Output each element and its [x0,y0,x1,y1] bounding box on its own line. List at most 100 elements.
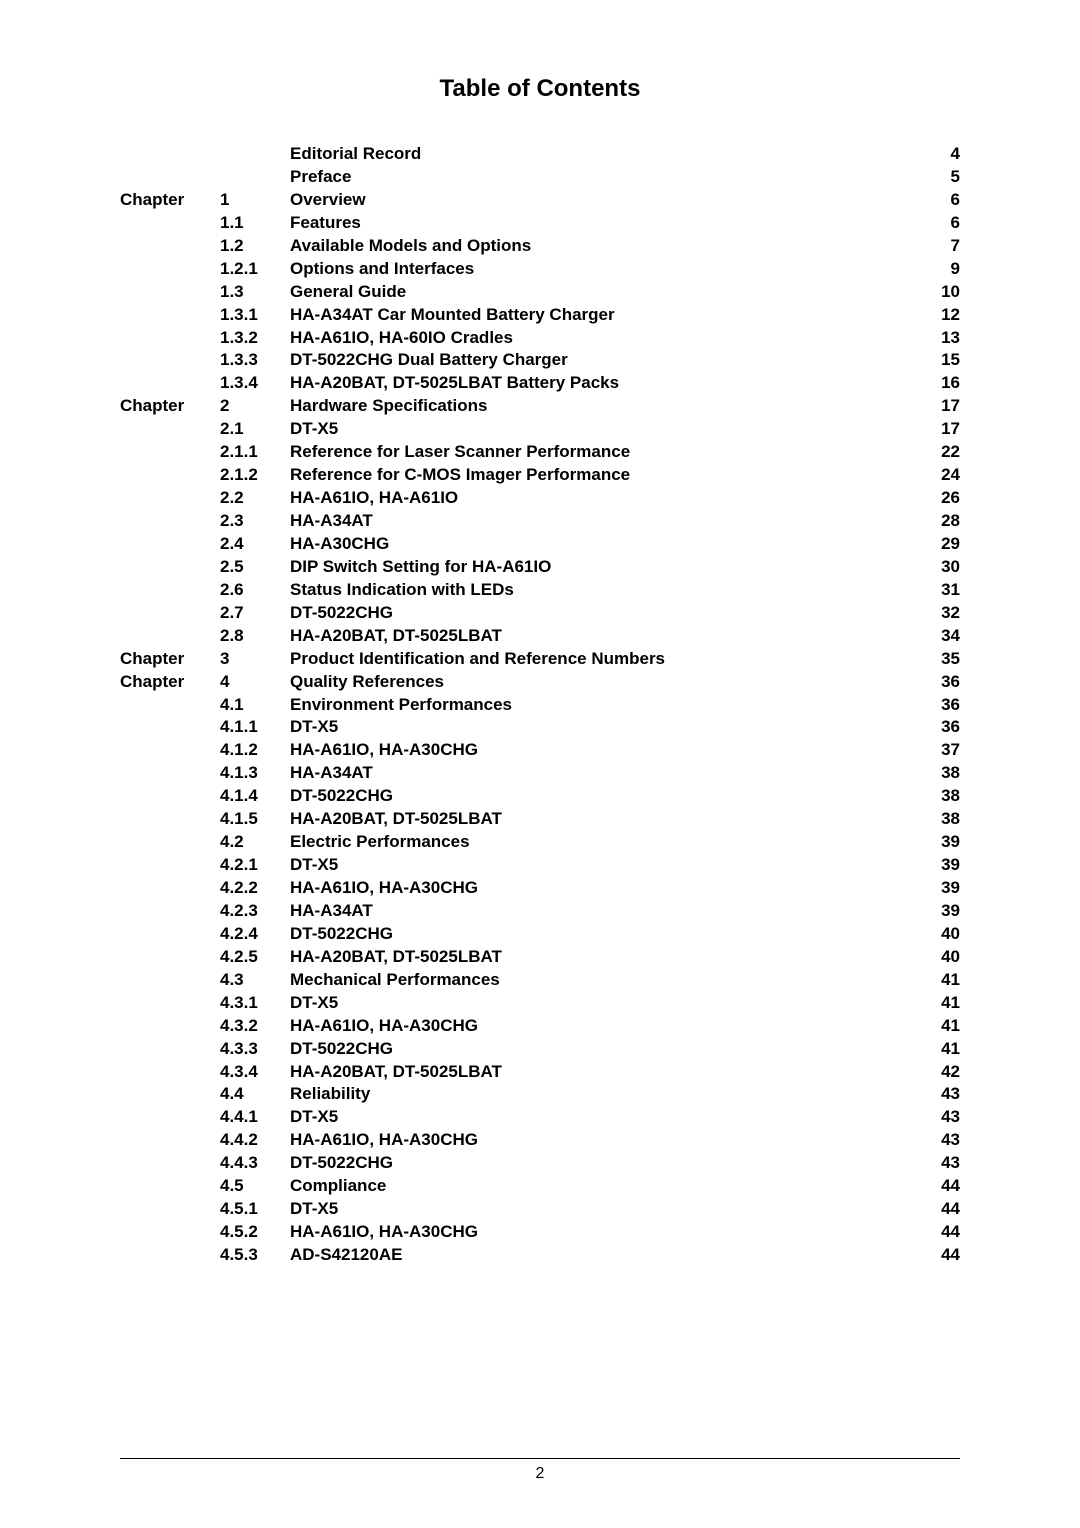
toc-page: 35 [910,648,960,671]
toc-chapter [120,372,220,395]
toc-page: 22 [910,441,960,464]
toc-entry-title: Reliability [290,1083,910,1106]
toc-page: 37 [910,739,960,762]
toc-number [220,143,290,166]
toc-row: 1.3.3DT-5022CHG Dual Battery Charger15 [120,349,960,372]
toc-number: 4.1.2 [220,739,290,762]
toc-page: 40 [910,946,960,969]
toc-entry-title: DT-5022CHG Dual Battery Charger [290,349,910,372]
toc-number: 4.1 [220,694,290,717]
toc-number: 4 [220,671,290,694]
toc-chapter [120,1129,220,1152]
toc-page: 36 [910,716,960,739]
toc-row: 1.2.1Options and Interfaces9 [120,258,960,281]
toc-entry-title: DT-5022CHG [290,923,910,946]
toc-row: 4.4.1DT-X543 [120,1106,960,1129]
toc-page: 43 [910,1106,960,1129]
toc-chapter [120,579,220,602]
toc-number: 1.3.1 [220,304,290,327]
toc-number: 4.2.2 [220,877,290,900]
toc-row: 1.3General Guide10 [120,281,960,304]
toc-row: 2.1.2Reference for C-MOS Imager Performa… [120,464,960,487]
toc-chapter [120,900,220,923]
toc-entry-title: AD-S42120AE [290,1244,910,1267]
toc-number: 4.2 [220,831,290,854]
toc-chapter: Chapter [120,395,220,418]
toc-page: 32 [910,602,960,625]
toc-page: 36 [910,694,960,717]
toc-page: 43 [910,1152,960,1175]
toc-number: 4.4.1 [220,1106,290,1129]
toc-chapter [120,716,220,739]
toc-page: 40 [910,923,960,946]
toc-entry-title: DT-5022CHG [290,1152,910,1175]
toc-table: Editorial Record4Preface5Chapter1Overvie… [120,143,960,1267]
toc-chapter [120,441,220,464]
toc-number: 4.2.1 [220,854,290,877]
toc-number: 4.1.5 [220,808,290,831]
toc-page: 5 [910,166,960,189]
toc-entry-title: HA-A20BAT, DT-5025LBAT [290,946,910,969]
toc-page: 4 [910,143,960,166]
toc-chapter [120,1152,220,1175]
toc-number: 4.2.5 [220,946,290,969]
toc-chapter [120,143,220,166]
toc-chapter [120,831,220,854]
toc-chapter [120,327,220,350]
toc-page: 44 [910,1221,960,1244]
toc-page: 17 [910,418,960,441]
toc-row: 2.7DT-5022CHG32 [120,602,960,625]
toc-number: 4.3.1 [220,992,290,1015]
toc-page: 7 [910,235,960,258]
toc-entry-title: DT-5022CHG [290,1038,910,1061]
toc-row: 4.4.2HA-A61IO, HA-A30CHG43 [120,1129,960,1152]
toc-number: 2.1.2 [220,464,290,487]
toc-chapter [120,464,220,487]
toc-page: 36 [910,671,960,694]
toc-number: 1.3.2 [220,327,290,350]
toc-chapter [120,762,220,785]
toc-entry-title: DT-X5 [290,1106,910,1129]
toc-number: 2.5 [220,556,290,579]
toc-chapter [120,877,220,900]
toc-number: 4.4.3 [220,1152,290,1175]
toc-page: 43 [910,1083,960,1106]
toc-row: 1.3.1HA-A34AT Car Mounted Battery Charge… [120,304,960,327]
toc-row: 4.1Environment Performances36 [120,694,960,717]
toc-page: 39 [910,900,960,923]
toc-row: 1.3.2HA-A61IO, HA-60IO Cradles13 [120,327,960,350]
toc-row: 4.2.3HA-A34AT39 [120,900,960,923]
toc-number: 4.1.3 [220,762,290,785]
toc-title: Table of Contents [120,75,960,103]
toc-page: 38 [910,808,960,831]
toc-chapter [120,212,220,235]
toc-number: 4.3.2 [220,1015,290,1038]
toc-entry-title: HA-A61IO, HA-A30CHG [290,1015,910,1038]
toc-chapter [120,258,220,281]
toc-chapter [120,533,220,556]
toc-entry-title: DT-X5 [290,1198,910,1221]
toc-row: 4.5.3AD-S42120AE44 [120,1244,960,1267]
toc-page: 31 [910,579,960,602]
toc-number: 1.1 [220,212,290,235]
toc-row: 4.3.1DT-X541 [120,992,960,1015]
toc-chapter [120,1061,220,1084]
toc-number: 4.2.3 [220,900,290,923]
toc-number: 2.8 [220,625,290,648]
toc-entry-title: HA-A61IO, HA-A30CHG [290,739,910,762]
toc-entry-title: HA-A34AT Car Mounted Battery Charger [290,304,910,327]
toc-number [220,166,290,189]
toc-page: 34 [910,625,960,648]
toc-chapter [120,739,220,762]
toc-page: 39 [910,831,960,854]
toc-entry-title: DT-5022CHG [290,785,910,808]
toc-chapter [120,1244,220,1267]
toc-number: 4.1.1 [220,716,290,739]
toc-page: 38 [910,785,960,808]
toc-row: 4.3.3DT-5022CHG41 [120,1038,960,1061]
toc-row: 2.1DT-X517 [120,418,960,441]
toc-chapter: Chapter [120,648,220,671]
toc-number: 4.4.2 [220,1129,290,1152]
toc-page: 43 [910,1129,960,1152]
toc-chapter [120,556,220,579]
